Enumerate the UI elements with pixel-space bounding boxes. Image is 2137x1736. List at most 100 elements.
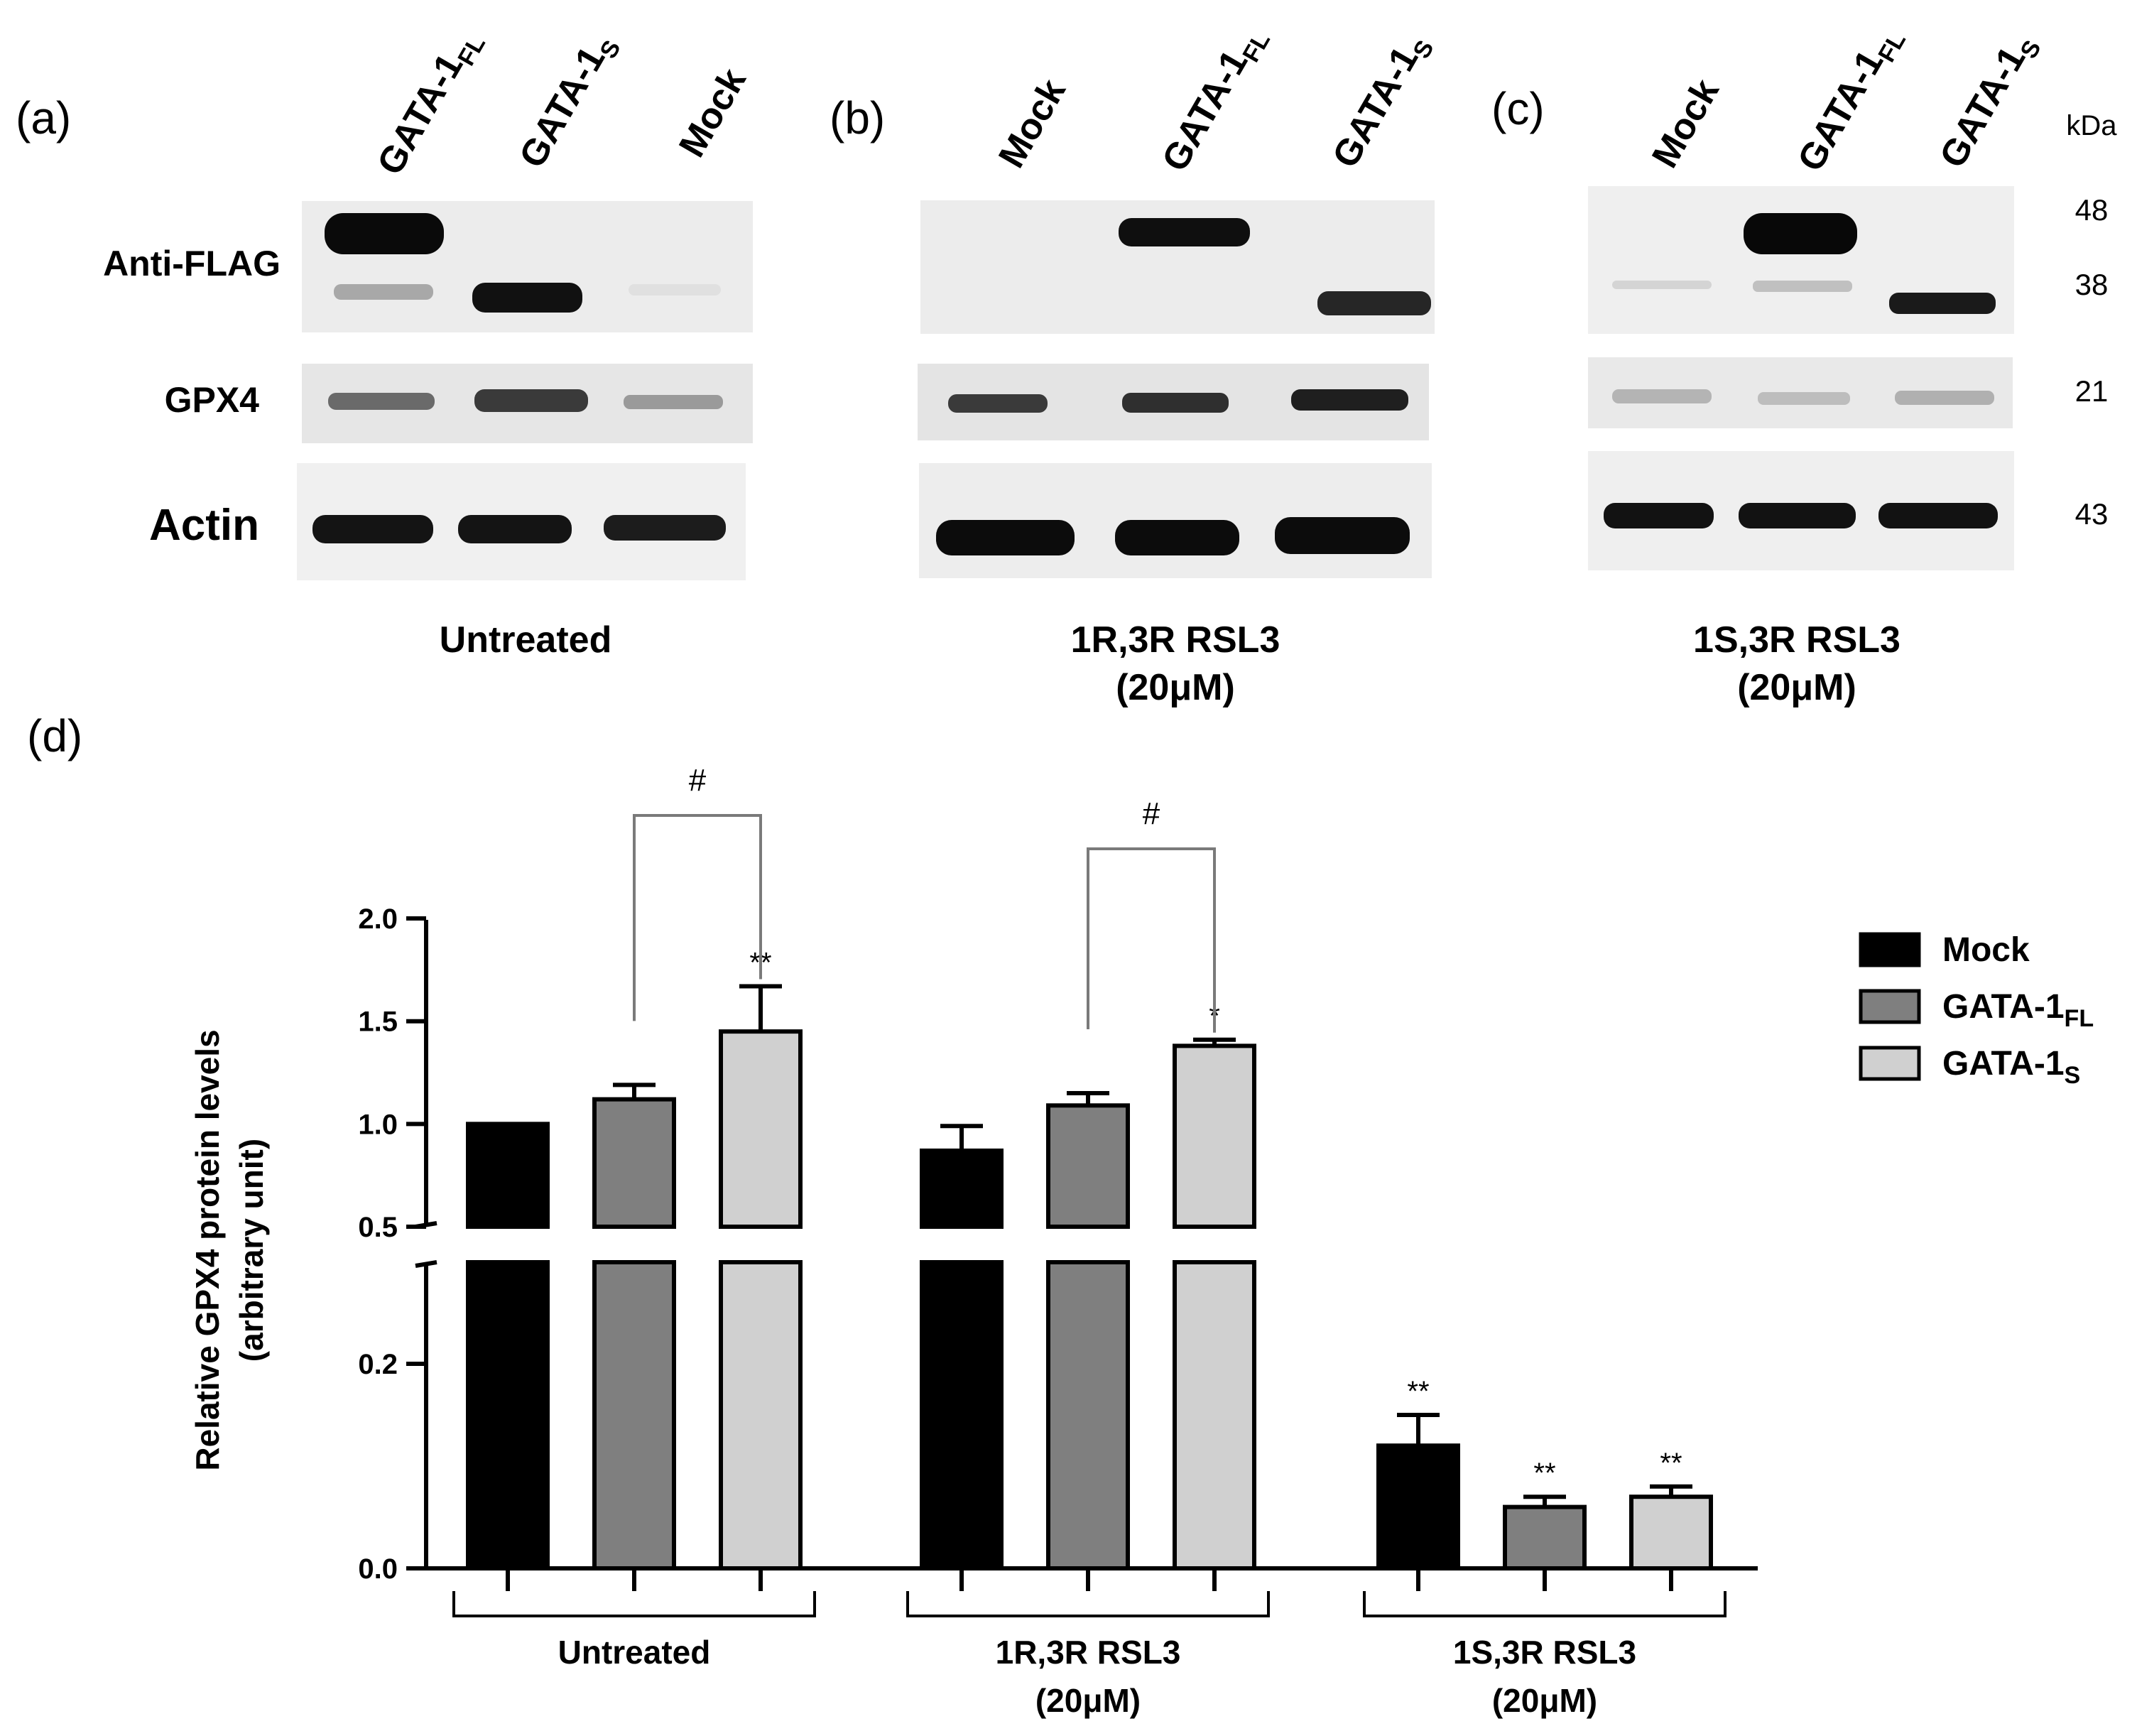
bar-2-1 (1503, 1504, 1587, 1571)
legend-label-2: GATA-1S (1942, 1045, 2080, 1089)
band (1739, 503, 1856, 528)
band (1604, 503, 1714, 528)
lane-label-c3: GATA-1S (1932, 26, 2046, 178)
blot-condition-c-line1: 1S,3R RSL3 (1693, 619, 1901, 661)
bar-0-2-lower (719, 1260, 803, 1570)
group-bracket (906, 1591, 1270, 1617)
legend-swatch-2 (1859, 1046, 1921, 1081)
legend-swatch-0 (1859, 932, 1921, 967)
band (1753, 281, 1852, 292)
group-bracket (1363, 1591, 1727, 1617)
comparison-label: # (689, 763, 707, 798)
blot-panel-b (918, 200, 1435, 578)
band (936, 520, 1075, 555)
band (1115, 520, 1239, 555)
bar-0-0-lower (466, 1260, 550, 1570)
band (458, 515, 572, 543)
comparison-label: # (1143, 796, 1160, 831)
panel-letter-a: (a) (16, 92, 71, 143)
bar-1-2-lower (1173, 1260, 1256, 1570)
band (1878, 503, 1998, 528)
band (629, 284, 721, 295)
lane-label-b3: GATA-1S (1325, 26, 1439, 178)
bar-0-0-upper (466, 1122, 550, 1229)
y-tick-label: 0.5 (358, 1212, 398, 1243)
band (1895, 391, 1994, 405)
y-axis-title-line2: (arbitrary unit) (233, 1139, 270, 1362)
bar-1-0-upper (920, 1148, 1004, 1229)
y-tick-label: 1.0 (358, 1109, 398, 1140)
bar-1-2-upper (1173, 1043, 1256, 1230)
bar-chart: 2.0 1.5 1.0 0.5 0.2 0.0 Relative GPX4 protein … (189, 763, 2094, 1719)
bar-1-1-upper (1046, 1103, 1130, 1229)
kda-header: kDa (2066, 110, 2117, 141)
category-label-line1: 1R,3R RSL3 (996, 1634, 1181, 1671)
bar-1-0-lower (920, 1260, 1004, 1570)
western-blots: (a) (b) (c) GATA-1FL GATA-1S Mock Mock G… (16, 18, 2117, 708)
band (325, 213, 444, 254)
y-tick-label: 2.0 (358, 904, 398, 935)
kda-marker-48: 48 (2075, 193, 2109, 227)
y-tick-label: 1.5 (358, 1007, 398, 1038)
band (1275, 517, 1410, 554)
kda-marker-21: 21 (2075, 374, 2109, 408)
lane-label-c2: GATA-1FL (1790, 18, 1911, 181)
panel-letter-d: (d) (27, 710, 82, 761)
blot-panel-a (297, 201, 753, 580)
comparison-bracket (633, 814, 762, 1021)
bar-1-1-lower (1046, 1260, 1130, 1570)
band (948, 394, 1048, 413)
band (624, 395, 723, 409)
band (474, 389, 588, 412)
legend-swatch-1 (1859, 989, 1921, 1024)
blot-panel-c (1588, 186, 2014, 570)
legend-label-1: GATA-1FL (1942, 988, 2094, 1032)
lane-label-a2: GATA-1S (511, 26, 626, 178)
row-label-actin: Actin (149, 501, 259, 550)
band (1612, 281, 1712, 289)
legend-label-0: Mock (1942, 931, 2030, 969)
lane-label-b2: GATA-1FL (1154, 18, 1276, 181)
blot-condition-c-line2: (20μM) (1737, 667, 1856, 708)
band (312, 515, 433, 543)
bar-2-0 (1376, 1443, 1460, 1570)
kda-marker-38: 38 (2075, 268, 2109, 301)
kda-marker-43: 43 (2075, 497, 2109, 531)
band (1758, 392, 1850, 405)
row-label-anti-flag: Anti-FLAG (103, 244, 281, 283)
bar-0-1-upper (592, 1097, 676, 1230)
lane-label-c1: Mock (1644, 72, 1727, 175)
bar-0-2-upper (719, 1029, 803, 1230)
bar-0-1-lower (592, 1260, 676, 1570)
band (328, 393, 435, 410)
significance-stars: ** (1660, 1448, 1682, 1479)
y-axis-title-line1: Relative GPX4 protein levels (189, 1029, 226, 1470)
significance-stars: ** (1407, 1376, 1429, 1407)
category-label-line1: 1S,3R RSL3 (1453, 1634, 1636, 1671)
band (1889, 293, 1996, 314)
group-bracket (452, 1591, 816, 1617)
band (1291, 389, 1408, 411)
lane-label-a3: Mock (671, 62, 754, 164)
blot-condition-a: Untreated (440, 619, 612, 661)
y-tick-label: 0.2 (358, 1349, 398, 1380)
blot-condition-b-line1: 1R,3R RSL3 (1071, 619, 1280, 661)
axis-break-mark (415, 1260, 437, 1268)
band (1122, 393, 1229, 413)
panel-letter-b: (b) (830, 92, 885, 143)
band (604, 515, 726, 541)
row-label-gpx4: GPX4 (165, 380, 260, 420)
band (1317, 291, 1431, 315)
bar-2-2 (1629, 1494, 1713, 1570)
band (1612, 389, 1712, 403)
panel-letter-c: (c) (1491, 83, 1545, 134)
lane-label-b1: Mock (991, 72, 1074, 175)
category-label-line2: (20μM) (1035, 1682, 1141, 1719)
band (1744, 213, 1857, 254)
y-tick-label: 0.0 (358, 1553, 398, 1585)
comparison-bracket (1087, 847, 1216, 1033)
lane-label-a1: GATA-1FL (369, 21, 491, 185)
band (1119, 218, 1250, 246)
category-label-line1: Untreated (558, 1634, 711, 1671)
